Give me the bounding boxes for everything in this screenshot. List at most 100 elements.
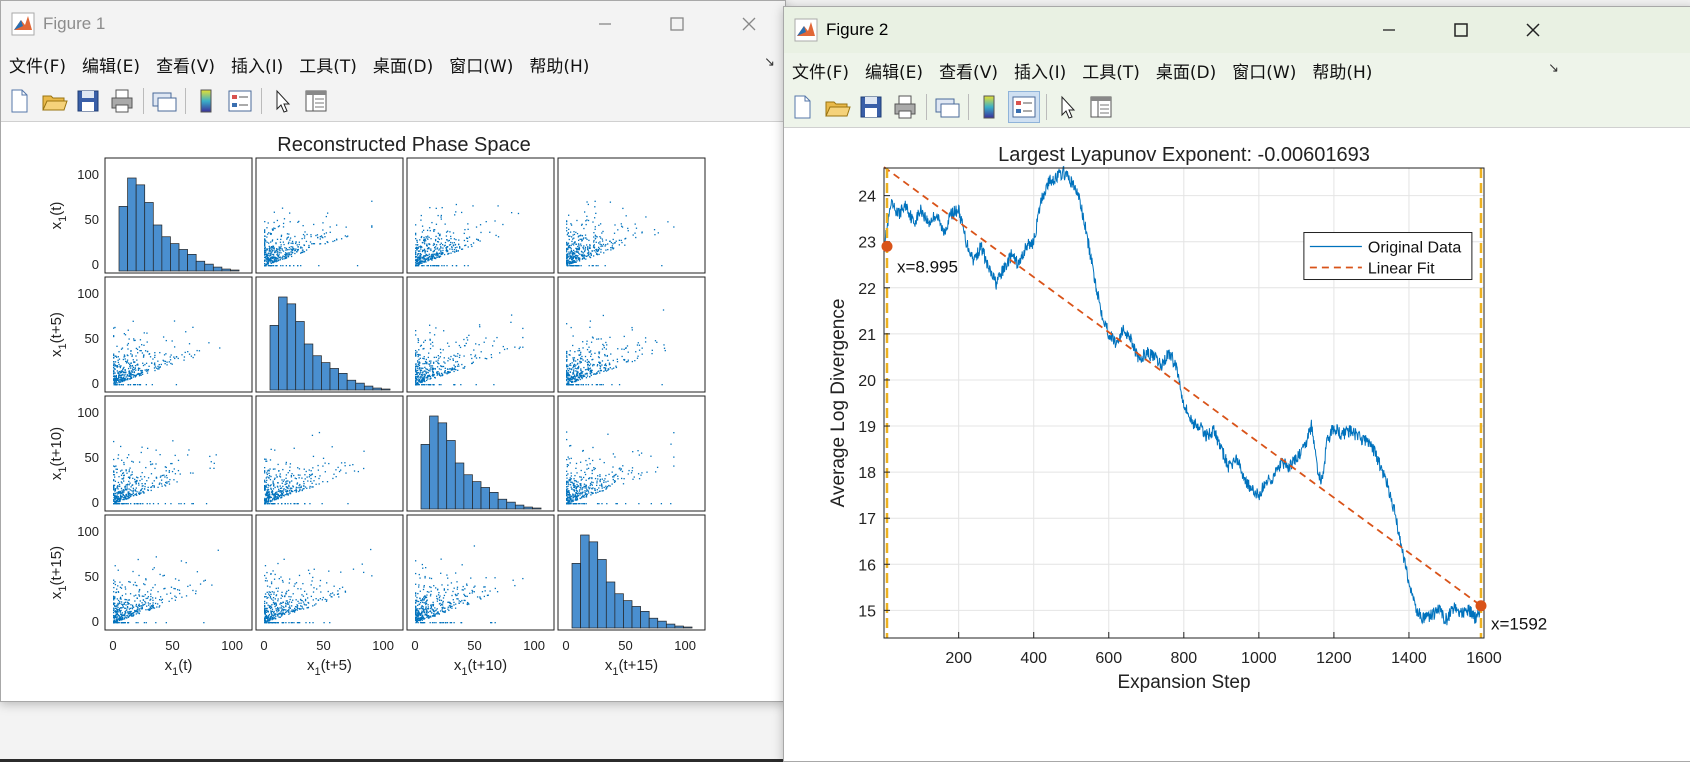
menu-item-4[interactable]: 工具(T) [299, 56, 357, 77]
save-button[interactable] [73, 86, 103, 116]
scatter-point [328, 570, 330, 572]
scatter-point [304, 478, 306, 480]
scatter-point [298, 468, 301, 470]
scatter-point [268, 472, 270, 475]
scatter-point [569, 251, 572, 253]
scatter-point [432, 345, 434, 347]
scatter-point [577, 236, 580, 238]
scatter-point [217, 549, 219, 551]
new-figure-button[interactable] [5, 86, 35, 116]
scatter-point [137, 607, 139, 609]
menu-item-3[interactable]: 插入(I) [230, 56, 284, 77]
scatter-point [582, 246, 584, 249]
open-file-button[interactable] [39, 86, 69, 116]
link-plot-button[interactable] [149, 86, 179, 116]
scatter-point [656, 466, 659, 469]
scatter-point [124, 358, 126, 360]
scatter-point [129, 496, 131, 498]
scatter-point [303, 244, 305, 246]
scatter-point [264, 487, 266, 489]
scatter-point [435, 254, 437, 257]
scatter-point [437, 362, 439, 365]
scatter-point [307, 480, 309, 482]
scatter-point [584, 490, 586, 492]
scatter-point [264, 485, 266, 488]
scatter-point [487, 594, 489, 596]
scatter-point [280, 605, 283, 607]
figure-1-window[interactable]: Figure 1 文件(F) 编辑(E) 查看(V) 插入(I) 工具(T) 桌面(D) 窗… [0, 0, 786, 702]
scatter-point [270, 448, 272, 451]
menu-item-5[interactable]: 桌面(D) [372, 56, 434, 77]
scatter-point [117, 585, 119, 587]
scatter-point [125, 470, 127, 472]
menu-item-0[interactable]: 文件(F) [9, 56, 67, 77]
scatter-point [439, 375, 442, 377]
colorbar-button[interactable] [191, 86, 221, 116]
minimize-button[interactable] [569, 1, 641, 47]
scatter-point [135, 493, 137, 495]
scatter-point [479, 240, 481, 242]
hist-bar [437, 422, 448, 510]
scatter-point [576, 498, 578, 500]
scatter-point [165, 466, 167, 469]
scatter-point [572, 373, 574, 375]
scatter-point [120, 487, 123, 490]
print-button[interactable] [107, 86, 137, 116]
scatter-point [567, 242, 570, 244]
hist-bar [532, 507, 542, 510]
scatter-point [282, 601, 284, 603]
scatter-point [441, 584, 443, 586]
scatter-point [424, 259, 426, 261]
menu-item-1[interactable]: 编辑(E) [82, 56, 141, 77]
scatter-point [179, 592, 181, 595]
property-inspector-button[interactable] [301, 86, 331, 116]
scatter-point [435, 360, 437, 362]
scatter-point [113, 609, 115, 612]
scatter-point [493, 340, 495, 342]
scatter-point [490, 354, 492, 356]
scatter-point [611, 247, 614, 249]
scatter-point [572, 335, 574, 337]
scatter-point [118, 491, 121, 494]
menu-item-2[interactable]: 查看(V) [156, 56, 215, 77]
scatter-point [291, 622, 293, 624]
scatter-point [149, 599, 151, 601]
scatter-point [576, 260, 578, 262]
menu-item-7[interactable]: 帮助(H) [529, 56, 590, 77]
scatter-point [198, 350, 201, 352]
scatter-point [596, 482, 598, 484]
scatter-point [124, 588, 127, 590]
scatter-point [130, 495, 132, 497]
close-button[interactable] [713, 1, 785, 47]
scatter-point [270, 241, 272, 243]
scatter-point [589, 482, 592, 485]
dock-icon[interactable]: ↘ [764, 55, 775, 70]
scatter-point [142, 599, 145, 601]
scatter-point [114, 372, 116, 374]
scatter-point [579, 238, 581, 240]
scatter-point [117, 378, 119, 380]
pointer-button[interactable] [267, 86, 297, 116]
scatter-point [427, 256, 430, 259]
scatter-point [280, 607, 283, 609]
scatter-point [281, 479, 283, 481]
scatter-point [428, 236, 430, 239]
figure-1-titlebar[interactable]: Figure 1 [1, 1, 785, 47]
scatter-point [638, 454, 640, 456]
scatter-point [444, 241, 447, 244]
maximize-button[interactable] [641, 1, 713, 47]
scatter-point [272, 256, 275, 258]
scatter-point [264, 260, 266, 262]
scatter-point [302, 251, 304, 253]
scatter-point [312, 591, 315, 593]
legend-button[interactable] [225, 86, 255, 116]
scatter-point [313, 604, 316, 606]
scatter-point [599, 361, 601, 363]
subplot-frame [255, 157, 404, 274]
menu-item-6[interactable]: 窗口(W) [449, 56, 514, 77]
scatter-point [279, 616, 281, 618]
scatter-point [264, 602, 266, 604]
scatter-point [282, 468, 284, 471]
scatter-point [570, 368, 572, 370]
scatter-point [293, 474, 295, 477]
